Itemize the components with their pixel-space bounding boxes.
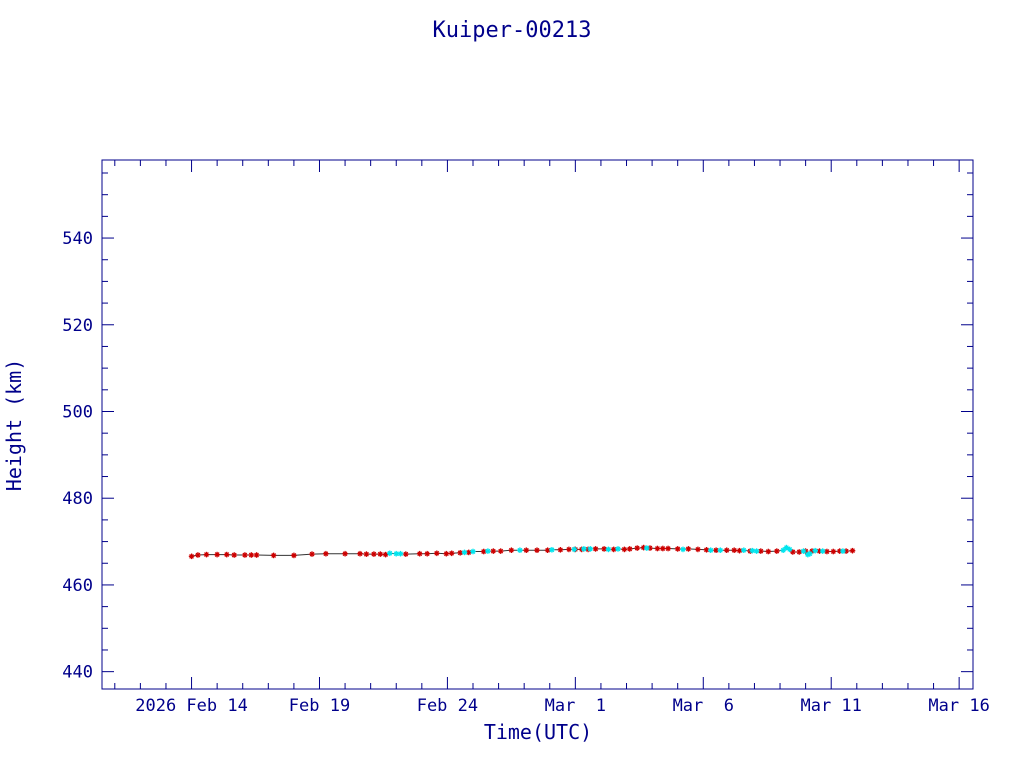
data-point-highlight — [615, 546, 621, 552]
data-point — [621, 546, 628, 553]
data-point-highlight — [753, 548, 760, 554]
data-point-highlight — [397, 550, 404, 557]
y-tick-label: 480 — [62, 489, 93, 509]
data-point-highlight — [571, 546, 578, 553]
data-point-highlight — [840, 548, 846, 554]
y-tick-label: 540 — [62, 229, 93, 249]
data-point — [357, 550, 363, 557]
data-point-highlight — [707, 547, 714, 553]
data-point-highlight — [485, 548, 491, 554]
data-point — [796, 549, 802, 555]
data-point — [634, 545, 640, 551]
data-point — [203, 551, 210, 558]
series-points — [188, 544, 856, 560]
data-point — [654, 545, 661, 552]
data-point-highlight — [581, 546, 587, 552]
data-point — [253, 552, 260, 558]
data-point — [765, 548, 772, 555]
axis-ticks — [102, 160, 973, 689]
data-point — [242, 552, 248, 558]
data-point — [434, 550, 440, 557]
data-point-highlight — [517, 547, 523, 553]
y-tick-labels: 440 460 480 500 520 540 — [62, 229, 93, 683]
data-point — [403, 551, 409, 557]
data-point — [342, 550, 348, 557]
data-point — [363, 551, 370, 557]
data-point — [248, 552, 255, 558]
data-point-highlight — [819, 548, 826, 554]
data-point-highlight — [587, 546, 594, 552]
data-point-highlight — [741, 547, 747, 553]
data-point-highlight — [800, 548, 807, 554]
data-point — [665, 545, 671, 552]
data-point — [660, 545, 666, 552]
data-point — [731, 547, 737, 553]
data-point-highlight — [786, 546, 793, 553]
data-point — [508, 547, 515, 553]
data-point-highlight — [644, 545, 650, 551]
x-tick-label: 2026 Feb 14 — [135, 696, 248, 716]
data-point — [448, 550, 455, 557]
data-point-highlight — [717, 547, 724, 553]
x-tick-label: Mar 6 — [673, 696, 734, 716]
data-point — [443, 550, 450, 557]
data-point — [309, 551, 315, 557]
data-point — [774, 548, 780, 554]
x-tick-labels: 2026 Feb 14 Feb 19 Feb 24 Mar 1 Mar 6 Mar 11 M… — [135, 696, 990, 716]
data-point-highlight — [549, 547, 555, 553]
data-point — [291, 552, 297, 559]
data-point — [323, 550, 329, 557]
data-point-highlight — [605, 546, 612, 553]
data-point — [371, 551, 377, 557]
data-point — [685, 546, 692, 552]
chart-title: Kuiper-00213 — [433, 18, 592, 43]
data-point — [566, 546, 572, 553]
data-point — [557, 547, 564, 553]
data-point — [490, 548, 497, 554]
data-point — [534, 547, 540, 553]
data-point — [214, 551, 220, 558]
x-tick-label: Mar 1 — [545, 696, 606, 716]
data-point-highlight — [470, 548, 476, 555]
data-point — [195, 552, 201, 558]
x-tick-label: Mar 16 — [928, 696, 989, 716]
y-tick-label: 440 — [62, 663, 93, 683]
y-axis-label: Height (km) — [2, 359, 26, 491]
data-point-highlight — [807, 550, 813, 557]
data-point-highlight — [812, 547, 818, 554]
data-point — [830, 548, 837, 555]
data-point — [723, 547, 730, 553]
data-point — [270, 552, 277, 559]
data-point-highlight — [387, 550, 393, 557]
data-point-highlight — [461, 549, 468, 556]
data-point-highlight — [680, 546, 686, 553]
data-point — [424, 550, 430, 557]
data-point — [790, 549, 796, 555]
x-tick-label: Mar 11 — [800, 696, 861, 716]
data-point — [695, 546, 701, 553]
x-axis-label: Time(UTC) — [484, 720, 592, 744]
data-point — [223, 551, 230, 558]
y-tick-label: 460 — [62, 576, 93, 596]
data-point — [416, 550, 423, 557]
data-point — [497, 548, 504, 554]
x-tick-label: Feb 19 — [289, 696, 350, 716]
y-tick-label: 520 — [62, 316, 93, 336]
data-point — [626, 546, 633, 552]
data-point — [849, 547, 856, 554]
data-point — [382, 551, 389, 558]
data-point — [188, 553, 195, 560]
data-point — [592, 546, 599, 552]
data-point — [377, 551, 384, 557]
plot-frame — [101, 159, 974, 690]
data-point — [465, 549, 472, 556]
x-tick-label: Feb 24 — [417, 696, 478, 716]
data-point — [523, 547, 530, 553]
y-tick-label: 500 — [62, 402, 93, 422]
data-point — [674, 546, 681, 552]
data-point — [231, 552, 237, 558]
